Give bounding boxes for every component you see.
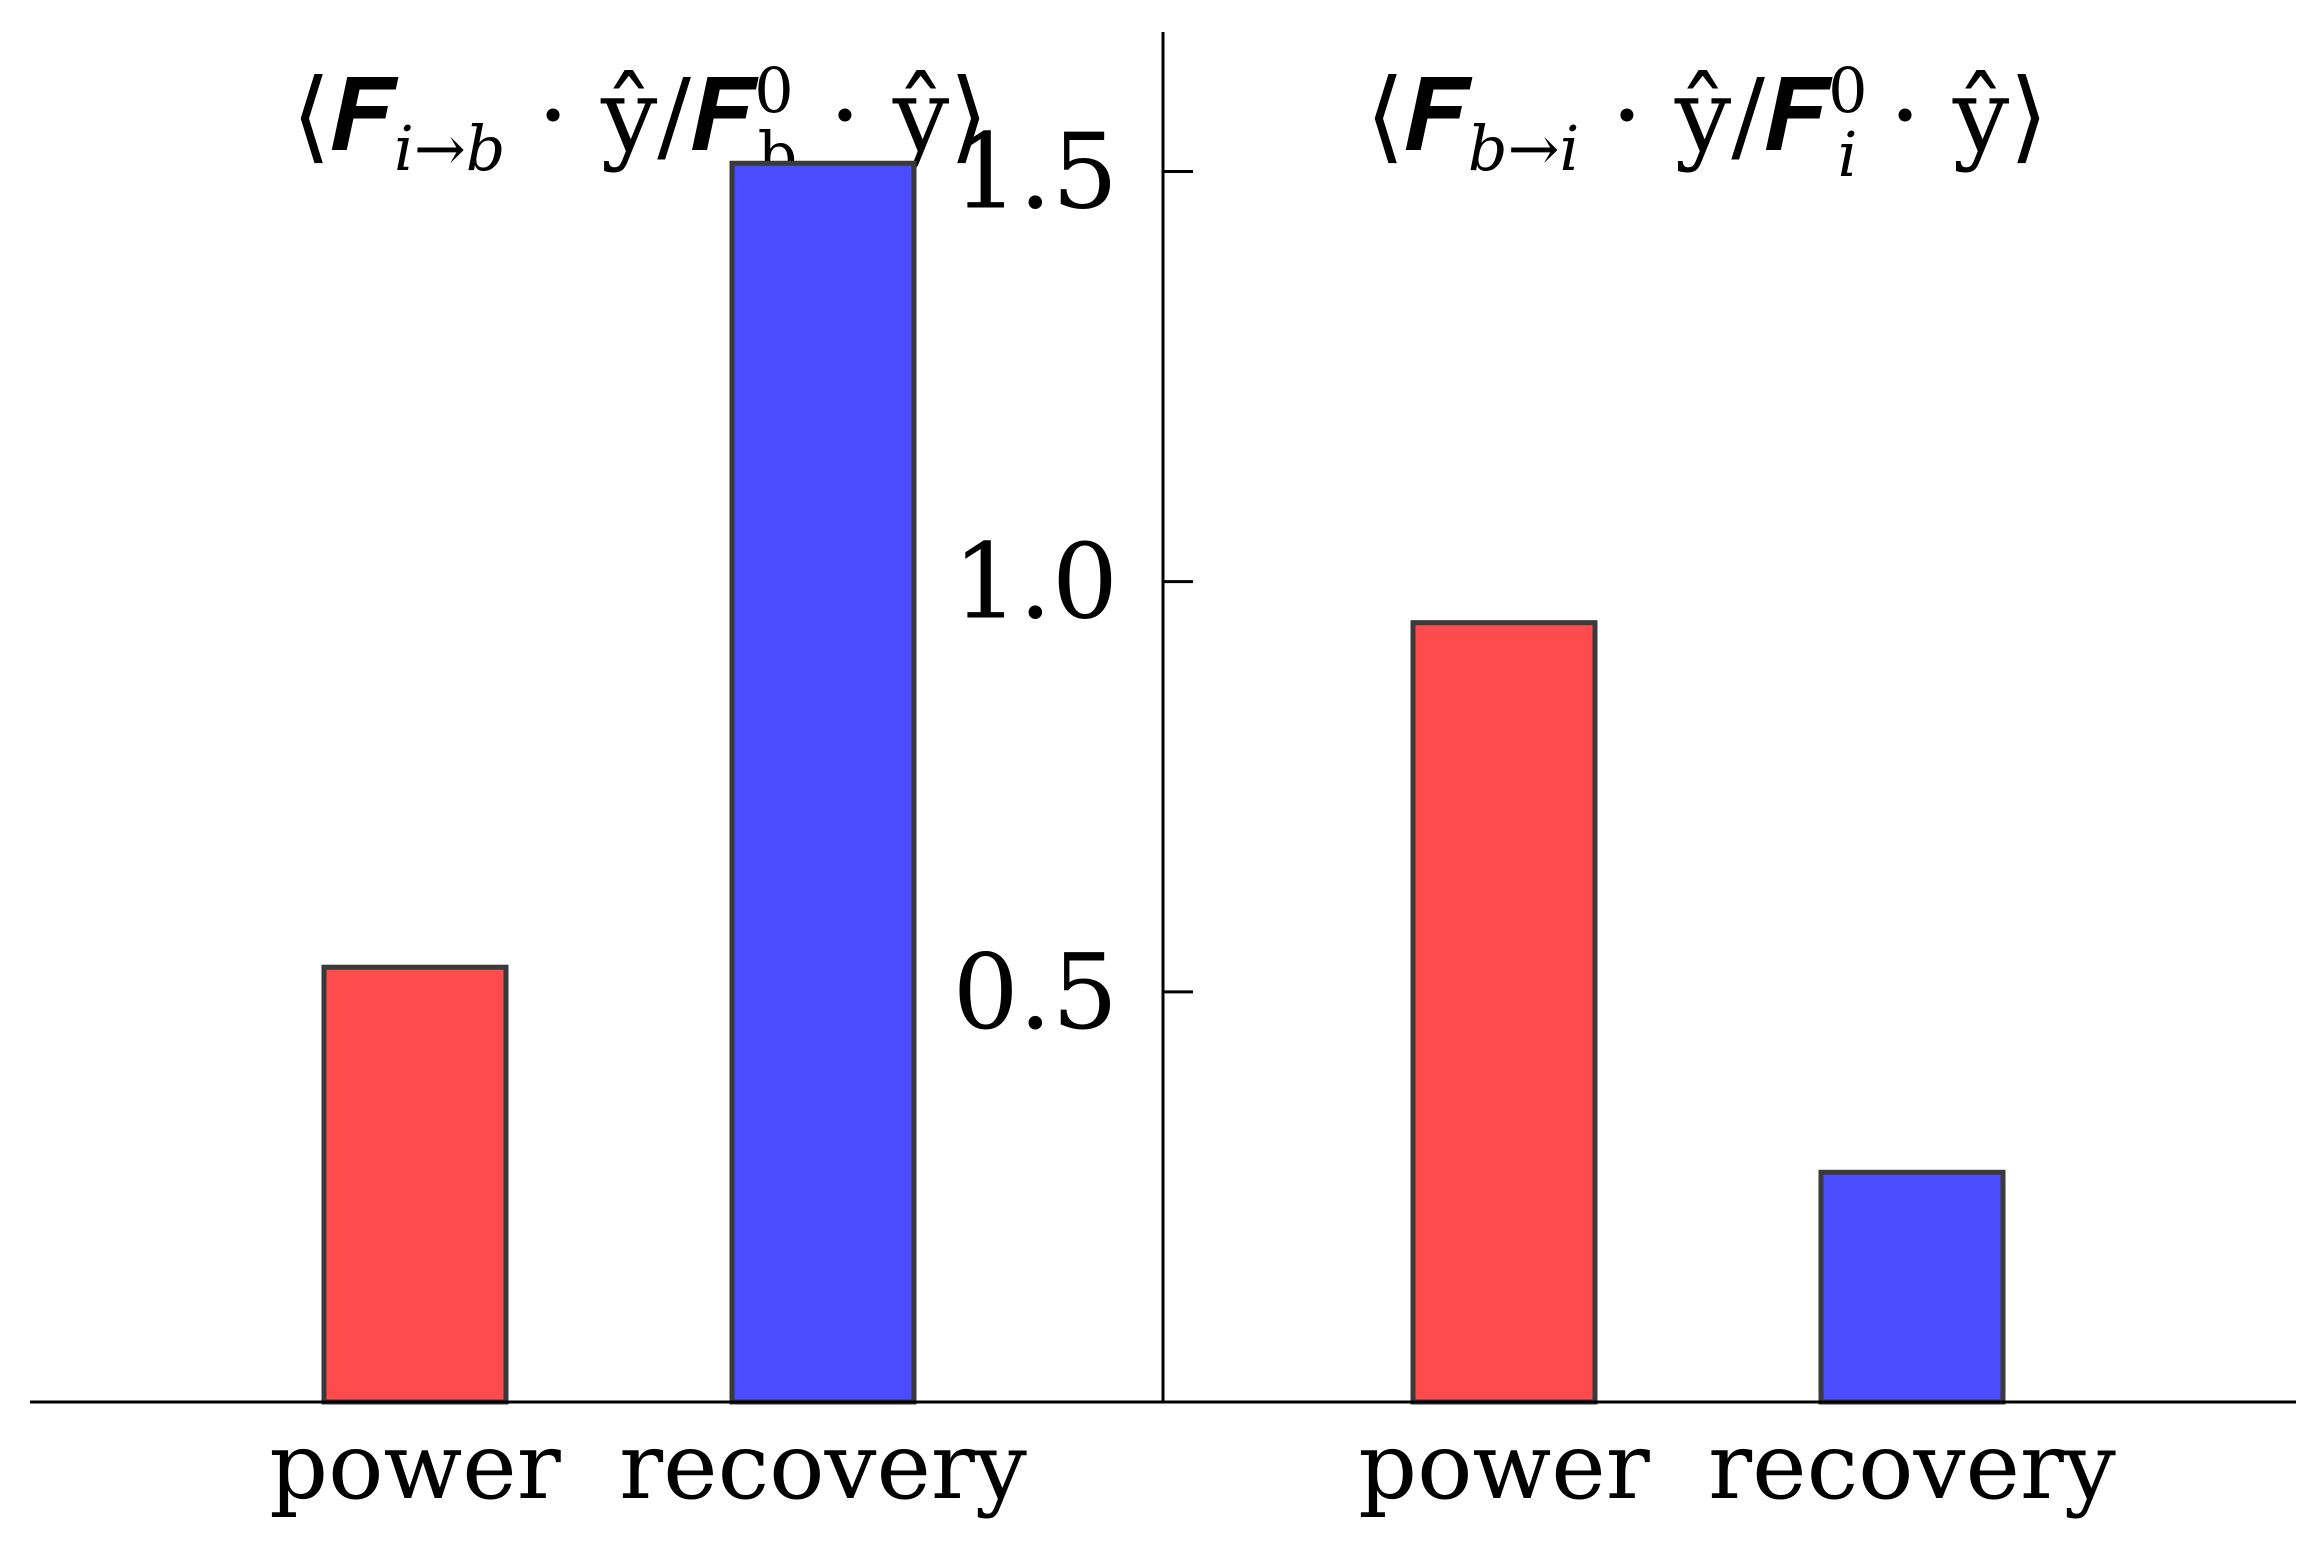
right-panel: ⟨𝑭b→i · ŷ/𝑭0 i · ŷ⟩ power recovery	[1358, 54, 2116, 1520]
bar-power	[321, 964, 509, 1405]
bar-recovery	[1818, 1169, 2006, 1405]
left-panel-bars	[321, 160, 917, 1405]
right-panel-category-labels: power recovery	[1358, 1413, 2116, 1520]
y-tick-label: 1.0	[953, 521, 1118, 643]
left-panel: ⟨𝑭i→b · ŷ/𝑭0 b · ŷ⟩ power recovery	[269, 54, 1027, 1520]
category-label-recovery: recovery	[1708, 1413, 2116, 1520]
category-label-recovery: recovery	[619, 1413, 1027, 1520]
bar-recovery	[729, 160, 917, 1405]
right-panel-title: ⟨𝑭b→i · ŷ/𝑭0 i · ŷ⟩	[1366, 54, 2049, 191]
right-panel-bars	[1410, 620, 2006, 1405]
category-label-power: power	[1358, 1413, 1649, 1520]
left-panel-category-labels: power recovery	[269, 1413, 1027, 1520]
category-label-power: power	[269, 1413, 560, 1520]
y-tick-label: 0.5	[953, 931, 1118, 1053]
y-tick-label: 1.5	[953, 110, 1118, 232]
bar-power	[1410, 620, 1598, 1405]
y-axis-ticks: 0.5 1.0 1.5	[953, 110, 1193, 1053]
